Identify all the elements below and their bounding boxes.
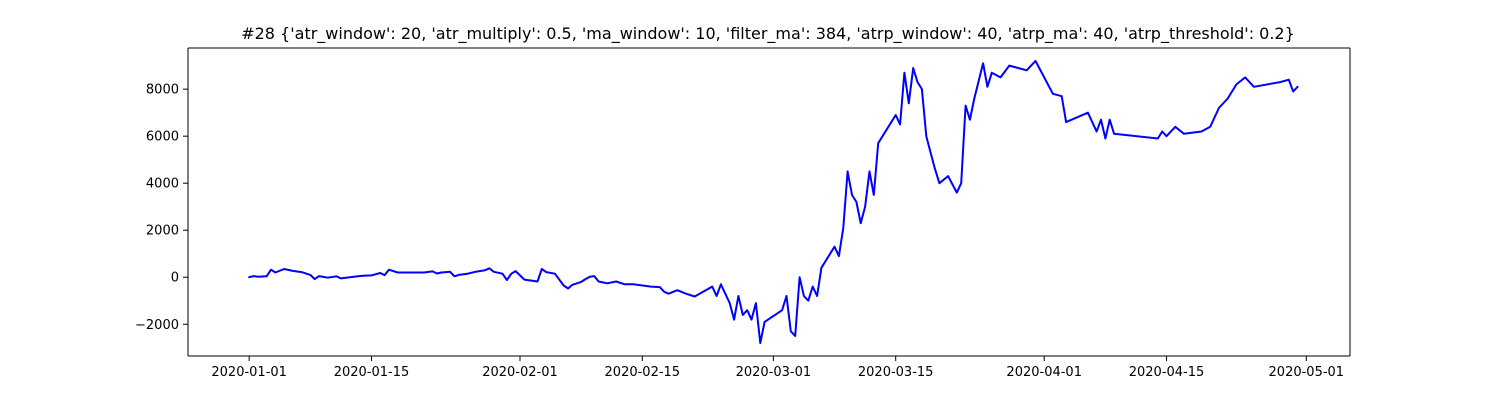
x-tick-label: 2020-03-15	[858, 365, 934, 380]
x-tick-label: 2020-01-01	[211, 365, 287, 380]
chart-title: #28 {'atr_window': 20, 'atr_multiply': 0…	[241, 24, 1295, 44]
x-axis-ticks: 2020-01-01 2020-01-15 2020-02-01 2020-02-15…	[211, 356, 1344, 380]
x-tick-label: 2020-05-01	[1269, 365, 1345, 380]
y-tick-label: 6000	[146, 130, 179, 145]
plot-area	[188, 48, 1350, 356]
x-tick-label: 2020-04-15	[1129, 365, 1205, 380]
x-tick-label: 2020-02-01	[482, 365, 558, 380]
y-tick-label: 0	[171, 271, 179, 286]
y-tick-label: 8000	[146, 83, 179, 98]
x-tick-label: 2020-01-15	[334, 365, 410, 380]
y-tick-label: 2000	[146, 224, 179, 239]
x-tick-label: 2020-04-01	[1006, 365, 1082, 380]
y-tick-label: 4000	[146, 177, 179, 192]
y-tick-label: −2000	[135, 318, 179, 333]
x-tick-label: 2020-02-15	[605, 365, 681, 380]
x-tick-label: 2020-03-01	[736, 365, 812, 380]
axes-frame	[187, 47, 1351, 357]
series-line	[248, 59, 1299, 345]
y-axis-ticks: −2000 0 2000 4000 6000 8000	[135, 83, 188, 333]
